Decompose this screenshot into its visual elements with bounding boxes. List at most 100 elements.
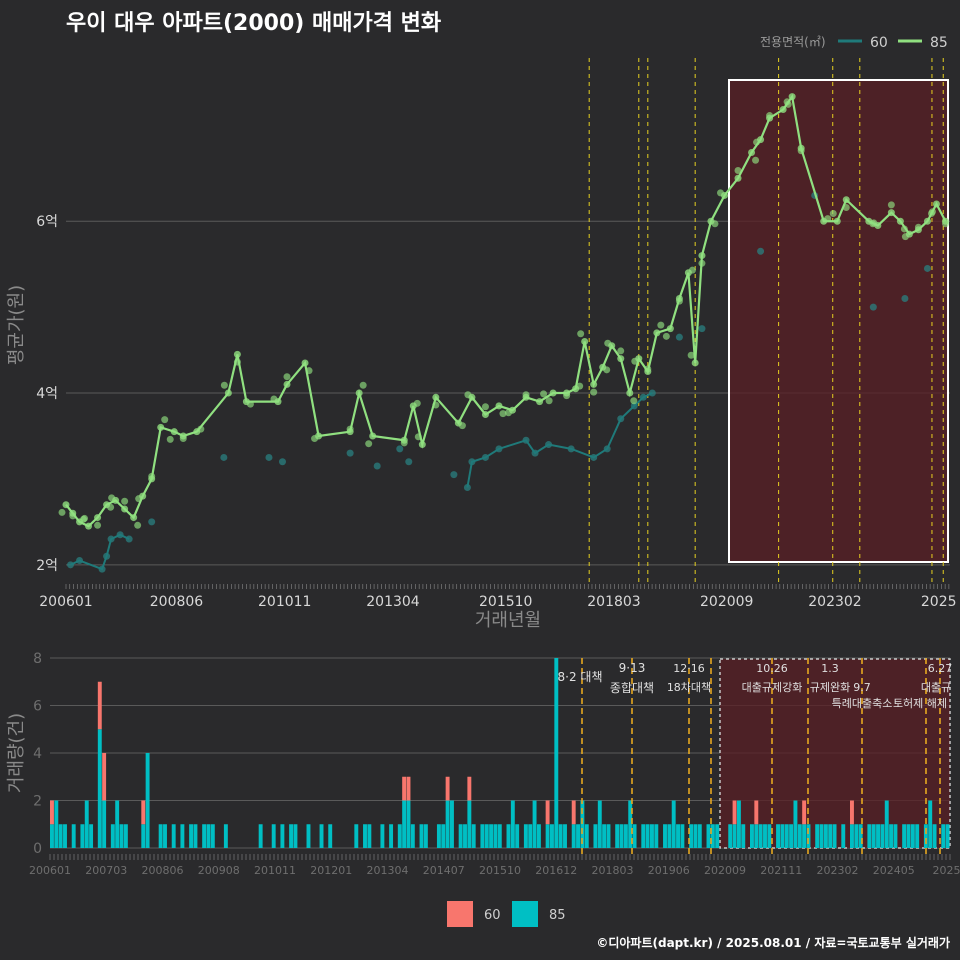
x2-tick-label: 201407 bbox=[423, 864, 465, 877]
bar-85 bbox=[532, 800, 537, 848]
bar-85 bbox=[54, 800, 59, 848]
point-60 bbox=[450, 471, 458, 479]
bar-60 bbox=[732, 800, 737, 825]
annotation-5-date: 1.3 bbox=[821, 662, 839, 675]
bar-85 bbox=[367, 824, 372, 848]
bar-85 bbox=[667, 824, 672, 848]
bar-85 bbox=[663, 824, 667, 848]
x-tick-label: 201011 bbox=[258, 594, 311, 610]
bottom-legend-swatch-85 bbox=[512, 901, 538, 927]
bar-85 bbox=[832, 824, 837, 848]
bar-85 bbox=[189, 824, 194, 848]
y2-tick-label: 8 bbox=[33, 651, 42, 667]
point-85-extra bbox=[716, 189, 724, 197]
bar-85 bbox=[158, 824, 163, 848]
bar-85 bbox=[932, 824, 937, 848]
point-85-extra bbox=[687, 351, 695, 359]
y2-tick-label: 0 bbox=[33, 841, 42, 857]
point-85-extra bbox=[365, 440, 373, 448]
bar-85 bbox=[84, 800, 89, 848]
bar-85 bbox=[50, 824, 54, 848]
bar-85 bbox=[493, 824, 498, 848]
bar-85 bbox=[563, 824, 567, 848]
bar-85 bbox=[641, 824, 646, 848]
bar-85 bbox=[206, 824, 211, 848]
bar-85 bbox=[728, 824, 733, 848]
bar-85 bbox=[615, 824, 620, 848]
bar-60 bbox=[97, 681, 102, 730]
bar-85 bbox=[271, 824, 276, 848]
bar-85 bbox=[928, 800, 933, 848]
bar-85 bbox=[645, 824, 650, 848]
point-85-extra bbox=[829, 209, 837, 217]
x2-tick-label: 201510 bbox=[479, 864, 521, 877]
point-85-extra bbox=[590, 388, 598, 396]
x-tick-label: 201304 bbox=[366, 594, 420, 610]
bar-85 bbox=[119, 824, 124, 848]
x2-tick-label: 201011 bbox=[254, 864, 296, 877]
highlight-box-2 bbox=[719, 658, 951, 849]
y-tick-label: 2억 bbox=[36, 558, 58, 574]
bar-85 bbox=[141, 824, 146, 848]
x2-tick-label: 20250 bbox=[933, 864, 960, 877]
x2-tick-label: 201304 bbox=[367, 864, 409, 877]
y-tick-label: 4억 bbox=[36, 386, 58, 402]
bottom-legend-label-60: 60 bbox=[484, 908, 501, 923]
bar-85 bbox=[515, 824, 520, 848]
bar-85 bbox=[828, 824, 833, 848]
point-85-extra bbox=[107, 503, 115, 511]
bar-85 bbox=[510, 800, 515, 848]
point-85-extra bbox=[752, 156, 760, 164]
bar-60 bbox=[406, 776, 411, 801]
price-chart: 2억 4억 6억 200601 200806 201011 201304 201510 2018… bbox=[6, 58, 957, 631]
annotation-7-date: 6.27 bbox=[928, 662, 953, 675]
bar-85 bbox=[576, 824, 580, 848]
point-85-extra bbox=[617, 347, 625, 355]
bar-60 bbox=[545, 800, 550, 825]
x2-tick-label: 200703 bbox=[85, 864, 127, 877]
point-60 bbox=[396, 445, 404, 453]
bar-85 bbox=[789, 824, 794, 848]
legend-label-85: 85 bbox=[930, 35, 948, 51]
point-85-extra bbox=[522, 391, 530, 399]
bar-85 bbox=[202, 824, 207, 848]
bar-85 bbox=[584, 824, 589, 848]
bar-85 bbox=[850, 824, 854, 848]
point-85-extra bbox=[413, 399, 421, 407]
bar-85 bbox=[123, 824, 128, 848]
bar-85 bbox=[293, 824, 298, 848]
bar-85 bbox=[397, 824, 402, 848]
bar-85 bbox=[806, 824, 811, 848]
bar-85 bbox=[363, 824, 367, 848]
legend-title: 전용면적(㎡) bbox=[760, 35, 826, 49]
x-tick-label: 200806 bbox=[150, 594, 204, 610]
bar-60 bbox=[571, 800, 576, 825]
bar-85 bbox=[528, 824, 533, 848]
bar-85 bbox=[671, 800, 676, 848]
bar-85 bbox=[593, 824, 598, 848]
bar-85 bbox=[902, 824, 907, 848]
y2-axis-title: 거래량(건) bbox=[6, 713, 27, 793]
bar-85 bbox=[819, 824, 824, 848]
point-85-extra bbox=[359, 381, 367, 389]
bar-85 bbox=[867, 824, 872, 848]
point-60 bbox=[869, 303, 877, 311]
bar-60 bbox=[141, 800, 146, 825]
bar-85 bbox=[97, 729, 102, 848]
bar-85 bbox=[115, 800, 120, 848]
bar-85 bbox=[410, 824, 415, 848]
bar-85 bbox=[145, 753, 150, 848]
y-axis-title: 평균가(원) bbox=[6, 285, 27, 365]
bar-85 bbox=[450, 800, 454, 848]
point-60 bbox=[901, 295, 909, 303]
bar-85 bbox=[389, 824, 394, 848]
bar-85 bbox=[880, 824, 885, 848]
bar-85 bbox=[750, 824, 754, 848]
bar-85 bbox=[354, 824, 359, 848]
bar-85 bbox=[441, 824, 446, 848]
bar-85 bbox=[306, 824, 311, 848]
annotation-6-date: 9.7 bbox=[853, 681, 871, 694]
annotation-4-date: 10.26 bbox=[756, 662, 788, 675]
point-85-extra bbox=[179, 435, 187, 443]
